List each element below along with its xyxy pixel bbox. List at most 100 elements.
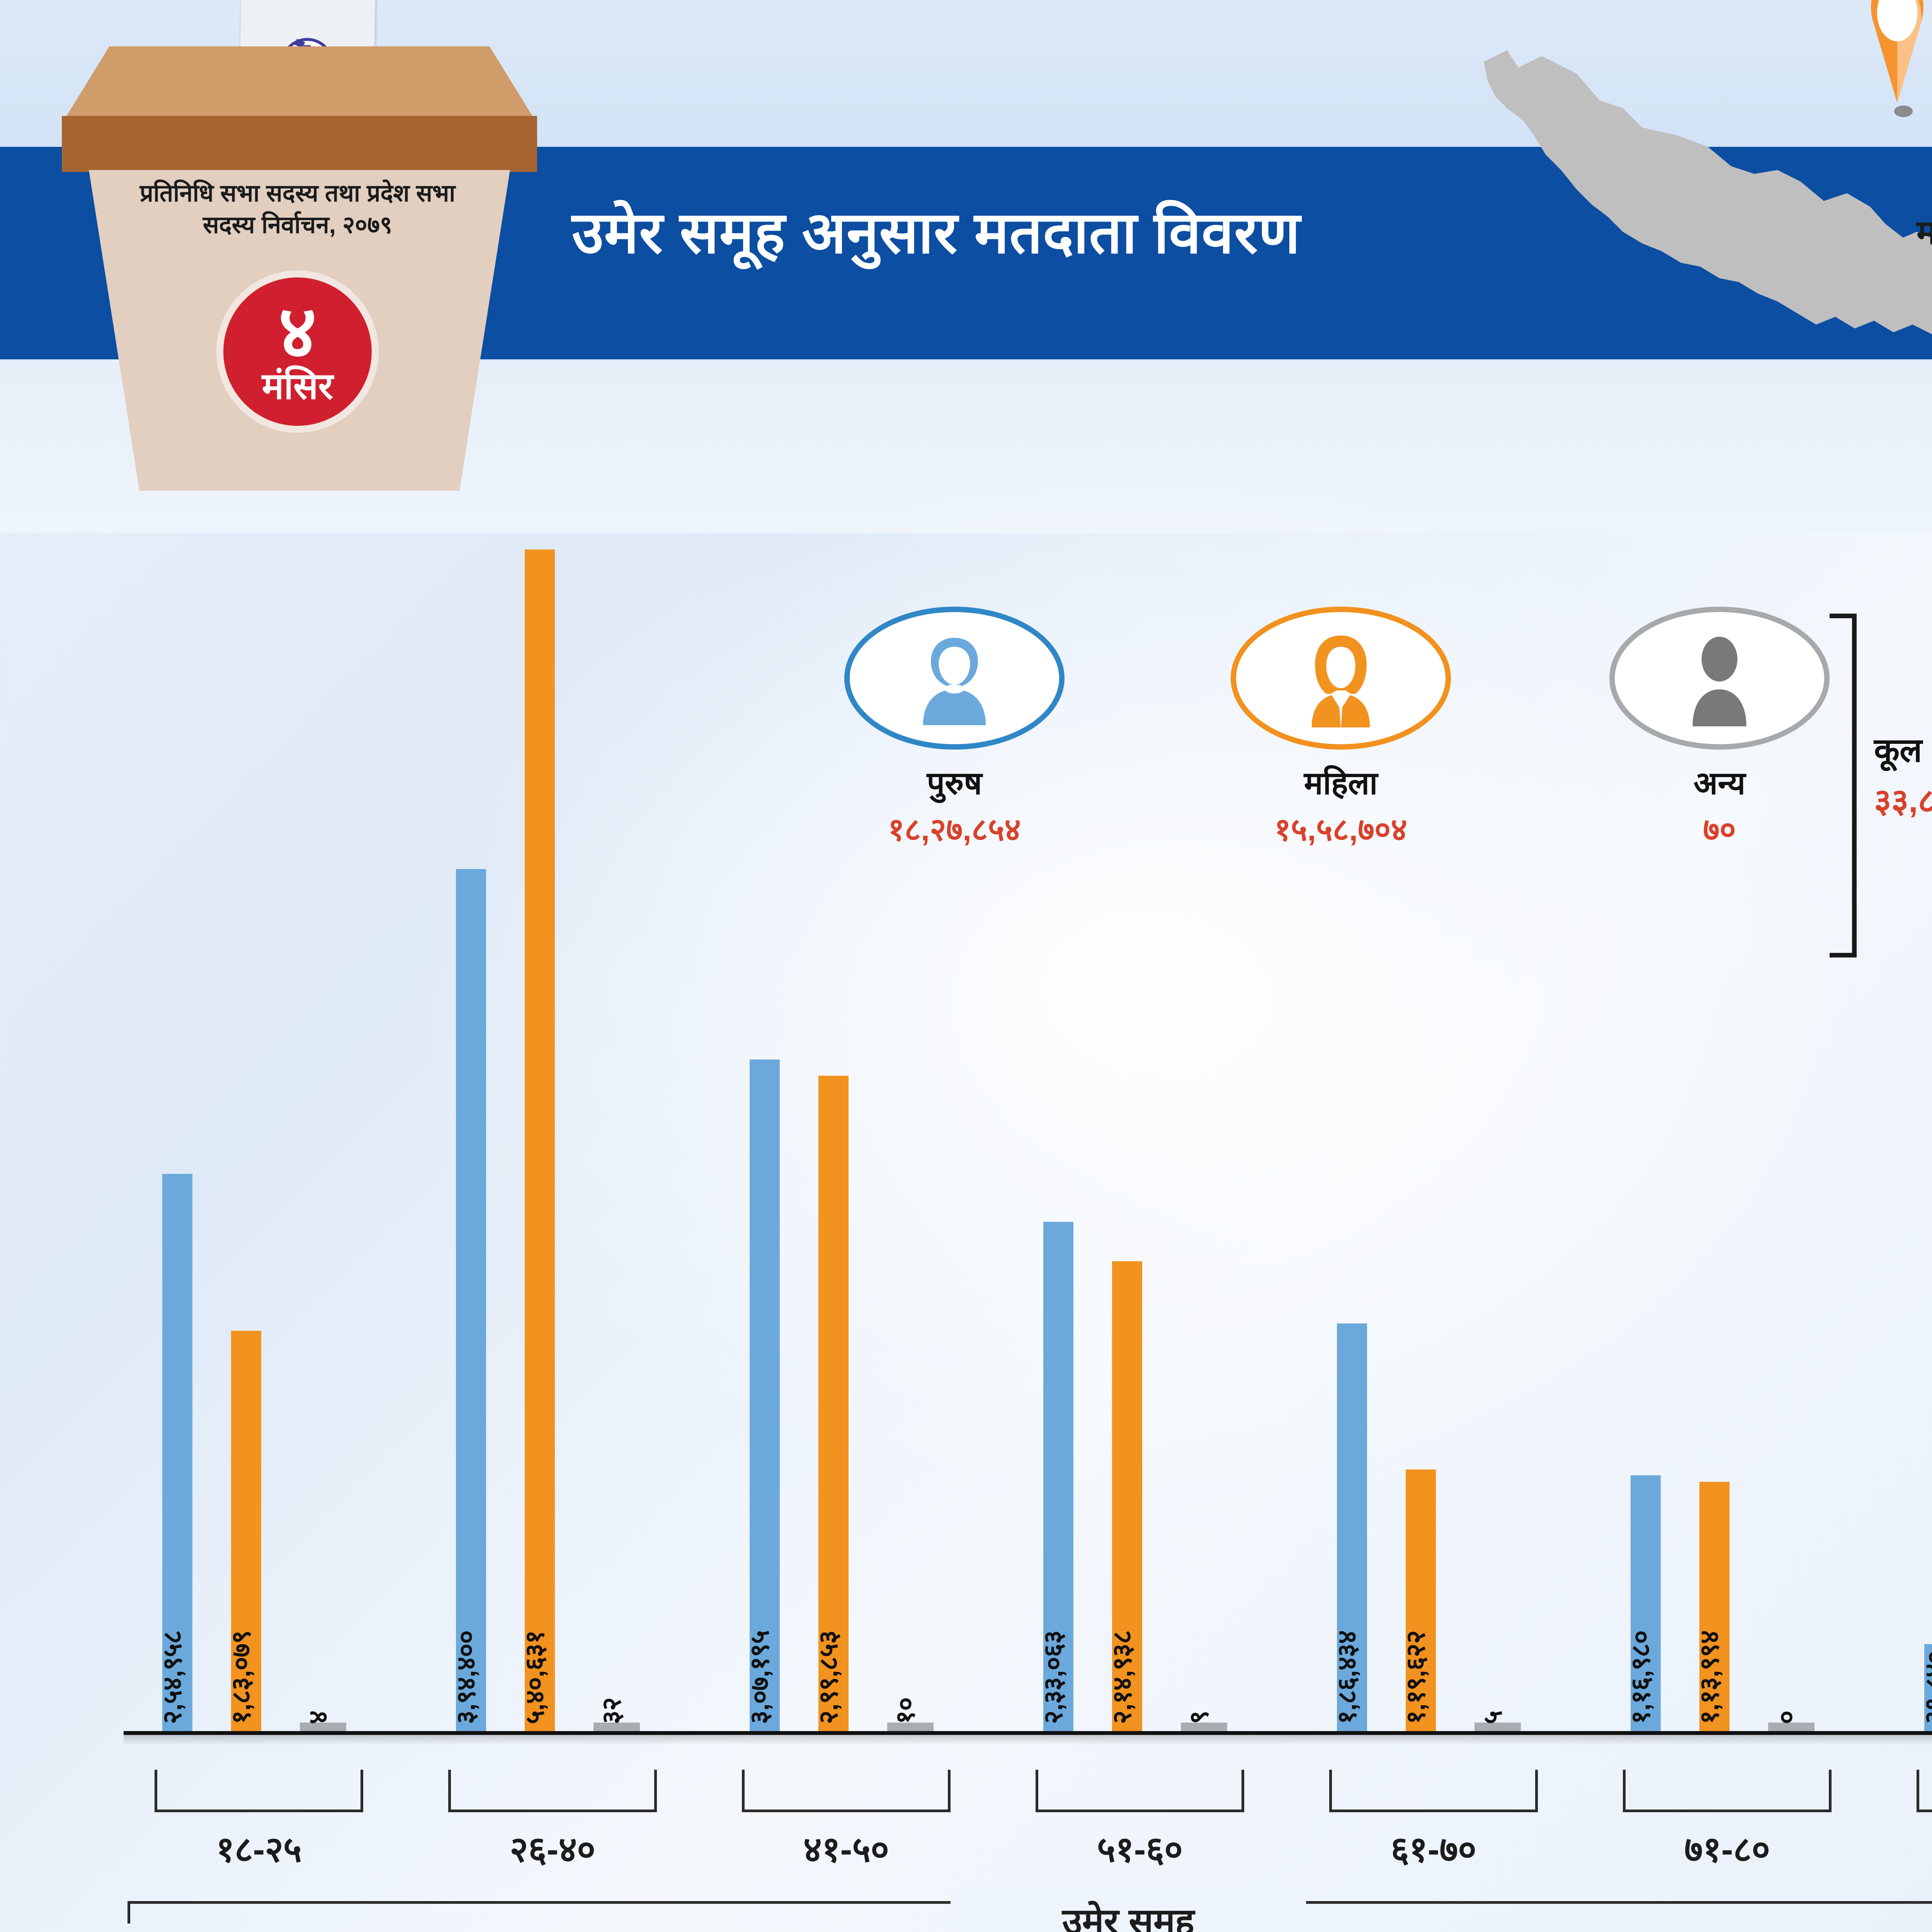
- x-tick-label: ४१-५०: [803, 1830, 889, 1869]
- bar-value-label: २,९९,८५३: [814, 1631, 843, 1724]
- female-avatar-circle: [1231, 607, 1451, 750]
- x-tick-label: ८१+: [1859, 1824, 1932, 1872]
- total-value: ३३,८६,६२८: [1874, 782, 1932, 820]
- x-tick-bracket: [1329, 1770, 1538, 1812]
- bar-group-bars: ३९,८४०४१,०३३०: [1920, 495, 1932, 1731]
- legend-label-other: अन्य: [1693, 766, 1746, 801]
- election-date-badge: ४ मंसिर: [216, 270, 379, 433]
- bar-value-label: १,१९,६२२: [1401, 1631, 1430, 1724]
- bar-value-label: १,१६,९८०: [1626, 1631, 1655, 1724]
- bar-value-label: ५: [1478, 1711, 1507, 1724]
- bar-value-label: ३,९४,४००: [451, 1631, 481, 1724]
- bar-महिला-१८-२५[interactable]: १,८३,०७९: [226, 1331, 261, 1731]
- chart-baseline-shadow: [124, 1735, 1932, 1745]
- x-tick-label: ६१-७०: [1391, 1830, 1476, 1869]
- bar-group: ३,९४,४०० ५,४०,६३१ ३२: [451, 495, 726, 1731]
- page-title: उमेर समूह अनुसार मतदाता विवरण: [572, 200, 1301, 265]
- bar-value-label: ०: [1772, 1711, 1801, 1724]
- ballot-lid-top: [62, 46, 537, 124]
- bar-value-label: २,३३,०६३: [1039, 1631, 1068, 1724]
- bar-महिला-४१-५०[interactable]: २,९९,८५३: [814, 1075, 849, 1731]
- x-tick-label: ५१-६०: [1097, 1830, 1183, 1869]
- ballot-lid: [62, 116, 537, 172]
- x-axis-title: उमेर समूह: [1062, 1901, 1194, 1932]
- x-tick-bracket: [1036, 1770, 1244, 1812]
- x-tick-label: १८-२५: [216, 1830, 302, 1869]
- x-tick-bracket: [1917, 1770, 1932, 1812]
- bar-group: ३९,८४०४१,०३३०: [1920, 495, 1932, 1731]
- bar-group: १,१६,९८० १,१३,९९४ ०: [1626, 495, 1901, 1731]
- bar-group-bars: २,३३,०६३ २,१४,९३८ ९: [1039, 495, 1314, 1731]
- legend-item-female: महिला १५,५८,७०४: [1221, 607, 1461, 850]
- legend-label-female: महिला: [1304, 766, 1378, 801]
- election-date-number: ४: [278, 291, 317, 373]
- x-axis-title-backdrop: [951, 1889, 1306, 1932]
- bar-पुरुष-८१+[interactable]: ३९,८४०: [1920, 1644, 1932, 1731]
- bar-अन्य-४१-५०[interactable]: १०: [887, 1697, 934, 1731]
- female-person-icon: [1311, 635, 1370, 730]
- legend-item-male: पुरुष १८,२७,८५४: [835, 607, 1074, 850]
- bar-महिला-२६-४०[interactable]: ५,४०,६३१: [520, 549, 555, 1731]
- x-tick-bracket: [1623, 1770, 1832, 1812]
- map-location-dot: [1894, 105, 1913, 117]
- bar-value-label: ४: [303, 1711, 333, 1724]
- x-tick-bracket: [155, 1770, 363, 1812]
- bar-पुरुष-५१-६०[interactable]: २,३३,०६३: [1039, 1221, 1073, 1731]
- bar-अन्य-५१-६०[interactable]: ९: [1181, 1711, 1227, 1731]
- bar-value-label: २,१४,९३८: [1107, 1631, 1137, 1724]
- legend-label-male: पुरुष: [927, 766, 982, 801]
- bar-group-bars: १,१६,९८० १,१३,९९४ ०: [1626, 495, 1901, 1731]
- legend-item-other: अन्य ७०: [1600, 607, 1839, 850]
- bar-value-label: १,१३,९९४: [1695, 1631, 1724, 1724]
- nepal-map-shape: [1484, 50, 1932, 334]
- legend-value-male: १८,२७,८५४: [888, 812, 1021, 847]
- bar-महिला-६१-७०[interactable]: १,१९,६२२: [1401, 1469, 1436, 1731]
- bar-value-label: १,८६,४३४: [1332, 1631, 1362, 1724]
- male-person-icon: [923, 638, 986, 725]
- province-map-graphic: मधेश प्रदेश: [1461, 0, 1932, 440]
- bar-value-label: ५,४०,६३१: [520, 1631, 549, 1724]
- bar-group: १,८६,४३४ १,१९,६२२ ५: [1332, 495, 1607, 1731]
- bar-group-bars: ३,९४,४०० ५,४०,६३१ ३२: [451, 495, 726, 1731]
- chart-plot-area: २,५४,९५८ १,८३,०७९ ४ ३,९४,४०० ५,४०,६३१ ३२ ३,०७,…: [128, 495, 1932, 1731]
- bar-महिला-७१-८०[interactable]: १,१३,९९४: [1695, 1482, 1730, 1731]
- bar-group-bars: ३,०७,१९५ २,९९,८५३ १०: [745, 495, 1020, 1731]
- total-bracket: [1830, 614, 1857, 957]
- bar-value-label: २,५४,९५८: [158, 1631, 187, 1724]
- bar-group-bars: २,५४,९५८ १,८३,०७९ ४: [158, 495, 433, 1731]
- bar-अन्य-२६-४०[interactable]: ३२: [594, 1697, 640, 1731]
- neutral-person-icon: [1692, 636, 1747, 726]
- legend-value-female: १५,५८,७०४: [1274, 812, 1408, 847]
- x-tick-label: ७१-८०: [1684, 1830, 1770, 1869]
- bar-group: ३,०७,१९५ २,९९,८५३ १०: [745, 495, 1020, 1731]
- election-date-month: मंसिर: [262, 366, 333, 407]
- province-label: मधेश प्रदेश: [1917, 214, 1932, 251]
- total-label: कूल: [1874, 732, 1922, 769]
- bar-पुरुष-१८-२५[interactable]: २,५४,९५८: [158, 1173, 192, 1731]
- voter-summary-legend: पुरुष १८,२७,८५४ महिला १५,५८,७०४ अन्य ७० …: [835, 607, 1932, 974]
- bar-value-label: १,८३,०७९: [226, 1631, 256, 1724]
- bar-value-label: १०: [891, 1697, 920, 1724]
- bar-अन्य-७१-८०[interactable]: ०: [1768, 1711, 1815, 1731]
- ballot-box-graphic: प्रतिनिधि सभा सदस्य तथा प्रदेश सभा सदस्य…: [23, 0, 572, 502]
- bar-value-label: ३,०७,१९५: [745, 1631, 774, 1724]
- bar-पुरुष-२६-४०[interactable]: ३,९४,४००: [451, 869, 486, 1731]
- x-tick-bracket: [742, 1770, 951, 1812]
- bar-पुरुष-७१-८०[interactable]: १,१६,९८०: [1626, 1475, 1661, 1731]
- bar-group: २,५४,९५८ १,८३,०७९ ४: [158, 495, 433, 1731]
- bar-महिला-५१-६०[interactable]: २,१४,९३८: [1107, 1261, 1142, 1731]
- total-summary: कूल ३३,८६,६२८: [1874, 726, 1932, 822]
- x-tick-label: २६-४०: [510, 1830, 595, 1869]
- ballot-caption: प्रतिनिधि सभा सदस्य तथा प्रदेश सभा सदस्य…: [139, 180, 456, 238]
- legend-value-other: ७०: [1703, 812, 1736, 847]
- age-group-bar-chart: २,५४,९५८ १,८३,०७९ ४ ३,९४,४०० ५,४०,६३१ ३२ ३,०७,…: [124, 495, 1932, 1932]
- bar-अन्य-६१-७०[interactable]: ५: [1475, 1711, 1521, 1731]
- bar-group: २,३३,०६३ २,१४,९३८ ९: [1039, 495, 1314, 1731]
- map-pin-icon: [1871, 0, 1923, 103]
- bar-अन्य-१८-२५[interactable]: ४: [300, 1711, 346, 1731]
- bar-पुरुष-४१-५०[interactable]: ३,०७,१९५: [745, 1060, 780, 1731]
- bar-पुरुष-६१-७०[interactable]: १,८६,४३४: [1332, 1323, 1367, 1731]
- bar-value-label: ९: [1184, 1711, 1214, 1724]
- bar-group-bars: १,८६,४३४ १,१९,६२२ ५: [1332, 495, 1607, 1731]
- bar-value-label: ३२: [597, 1697, 626, 1724]
